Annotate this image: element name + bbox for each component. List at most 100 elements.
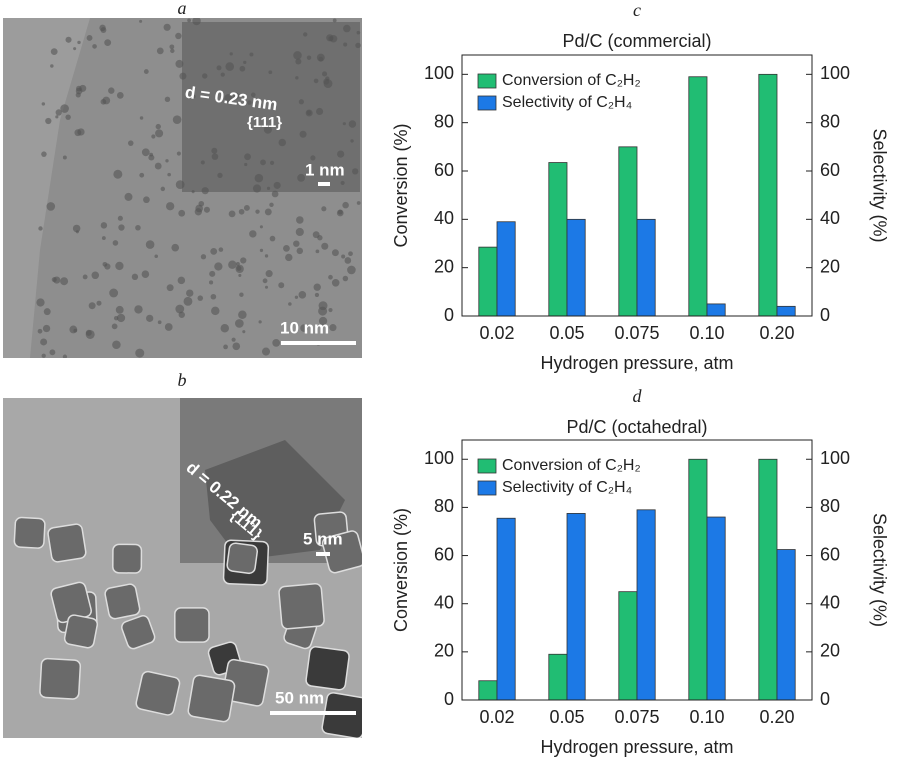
- particle: [112, 340, 121, 349]
- image-annotation: 10 nm: [280, 318, 329, 337]
- legend-label: Conversion of C₂H₂: [502, 457, 641, 474]
- bar: [706, 303, 726, 317]
- particle: [341, 254, 346, 259]
- particle: [141, 270, 150, 278]
- bar: [478, 246, 498, 317]
- chart-title: Pd/C (octahedral): [566, 417, 707, 437]
- bar: [618, 146, 638, 317]
- y-tick-label: 100: [424, 63, 454, 83]
- y-tick-label: 60: [434, 544, 454, 564]
- particle: [223, 344, 228, 350]
- particle: [115, 305, 124, 314]
- bar: [478, 680, 498, 701]
- particle: [113, 169, 123, 179]
- particle: [228, 260, 237, 269]
- bar: [566, 513, 586, 701]
- particle: [285, 253, 293, 262]
- particle: [342, 122, 346, 126]
- particle: [217, 172, 223, 179]
- y-tick-label: 80: [434, 496, 454, 516]
- particle: [238, 208, 245, 215]
- particle: [210, 247, 218, 255]
- particle: [235, 261, 240, 266]
- particle: [111, 323, 118, 330]
- particle: [43, 308, 51, 316]
- particle: [65, 36, 72, 43]
- image-annotation: 1 nm: [305, 160, 345, 179]
- particle: [209, 270, 216, 277]
- particle: [243, 205, 250, 211]
- particle: [160, 186, 166, 192]
- plot-frame: [461, 439, 813, 701]
- particle: [356, 201, 361, 205]
- panel-label: d: [633, 386, 643, 406]
- particle: [41, 102, 46, 106]
- y2-axis-label: Selectivity (%): [869, 128, 889, 242]
- particle: [134, 305, 143, 314]
- particle: [116, 313, 126, 323]
- particle: [340, 180, 345, 186]
- particle: [356, 30, 361, 35]
- particle: [117, 215, 123, 221]
- particle: [240, 257, 247, 264]
- particle: [143, 69, 149, 74]
- particle: [86, 35, 93, 41]
- particle: [348, 120, 357, 128]
- bar: [706, 516, 726, 701]
- bar: [548, 162, 568, 317]
- legend-label: Selectivity of C₂H₄: [502, 479, 632, 496]
- particle: [318, 301, 328, 311]
- particle: [55, 109, 62, 116]
- bar: [776, 549, 796, 701]
- particle: [323, 78, 330, 85]
- particle: [183, 296, 193, 306]
- panel-label: c: [633, 0, 641, 20]
- nanocrystal: [39, 657, 82, 700]
- particle: [352, 168, 359, 175]
- particle: [104, 39, 112, 47]
- particle: [82, 274, 88, 280]
- y2-tick-label: 0: [820, 689, 830, 709]
- y2-tick-label: 80: [820, 111, 840, 131]
- particle: [265, 270, 273, 278]
- particle: [201, 187, 209, 195]
- particle: [239, 292, 244, 297]
- particle: [139, 19, 143, 23]
- particle: [283, 245, 290, 252]
- particle: [155, 129, 164, 138]
- y-tick-label: 60: [434, 160, 454, 180]
- particle: [194, 208, 203, 216]
- particle: [342, 201, 349, 209]
- particle: [329, 324, 337, 332]
- particle: [242, 330, 246, 334]
- particle: [100, 98, 107, 105]
- particle: [306, 55, 312, 60]
- particle: [169, 44, 175, 50]
- particle: [332, 18, 337, 23]
- particle: [296, 247, 304, 255]
- particle: [303, 32, 308, 37]
- particle: [305, 109, 313, 117]
- particle: [46, 202, 56, 211]
- y-tick-label: 20: [434, 641, 454, 661]
- particle: [269, 202, 274, 207]
- nanocrystal: [305, 646, 350, 691]
- bar: [548, 653, 568, 701]
- x-tick-label: 0.05: [549, 323, 584, 343]
- particle: [178, 311, 185, 318]
- particle: [178, 209, 186, 217]
- particle: [148, 154, 155, 161]
- particle: [154, 254, 158, 259]
- particle: [218, 247, 224, 252]
- y-axis-label: Conversion (%): [391, 508, 411, 632]
- image-annotation: 50 nm: [275, 688, 324, 707]
- particle: [258, 320, 262, 324]
- particle: [171, 243, 180, 252]
- legend-swatch: [477, 73, 497, 89]
- particle: [202, 73, 208, 79]
- particle: [100, 222, 108, 229]
- y2-tick-label: 60: [820, 544, 840, 564]
- particle: [76, 85, 82, 92]
- nanocrystal: [112, 543, 143, 574]
- particle: [268, 70, 273, 75]
